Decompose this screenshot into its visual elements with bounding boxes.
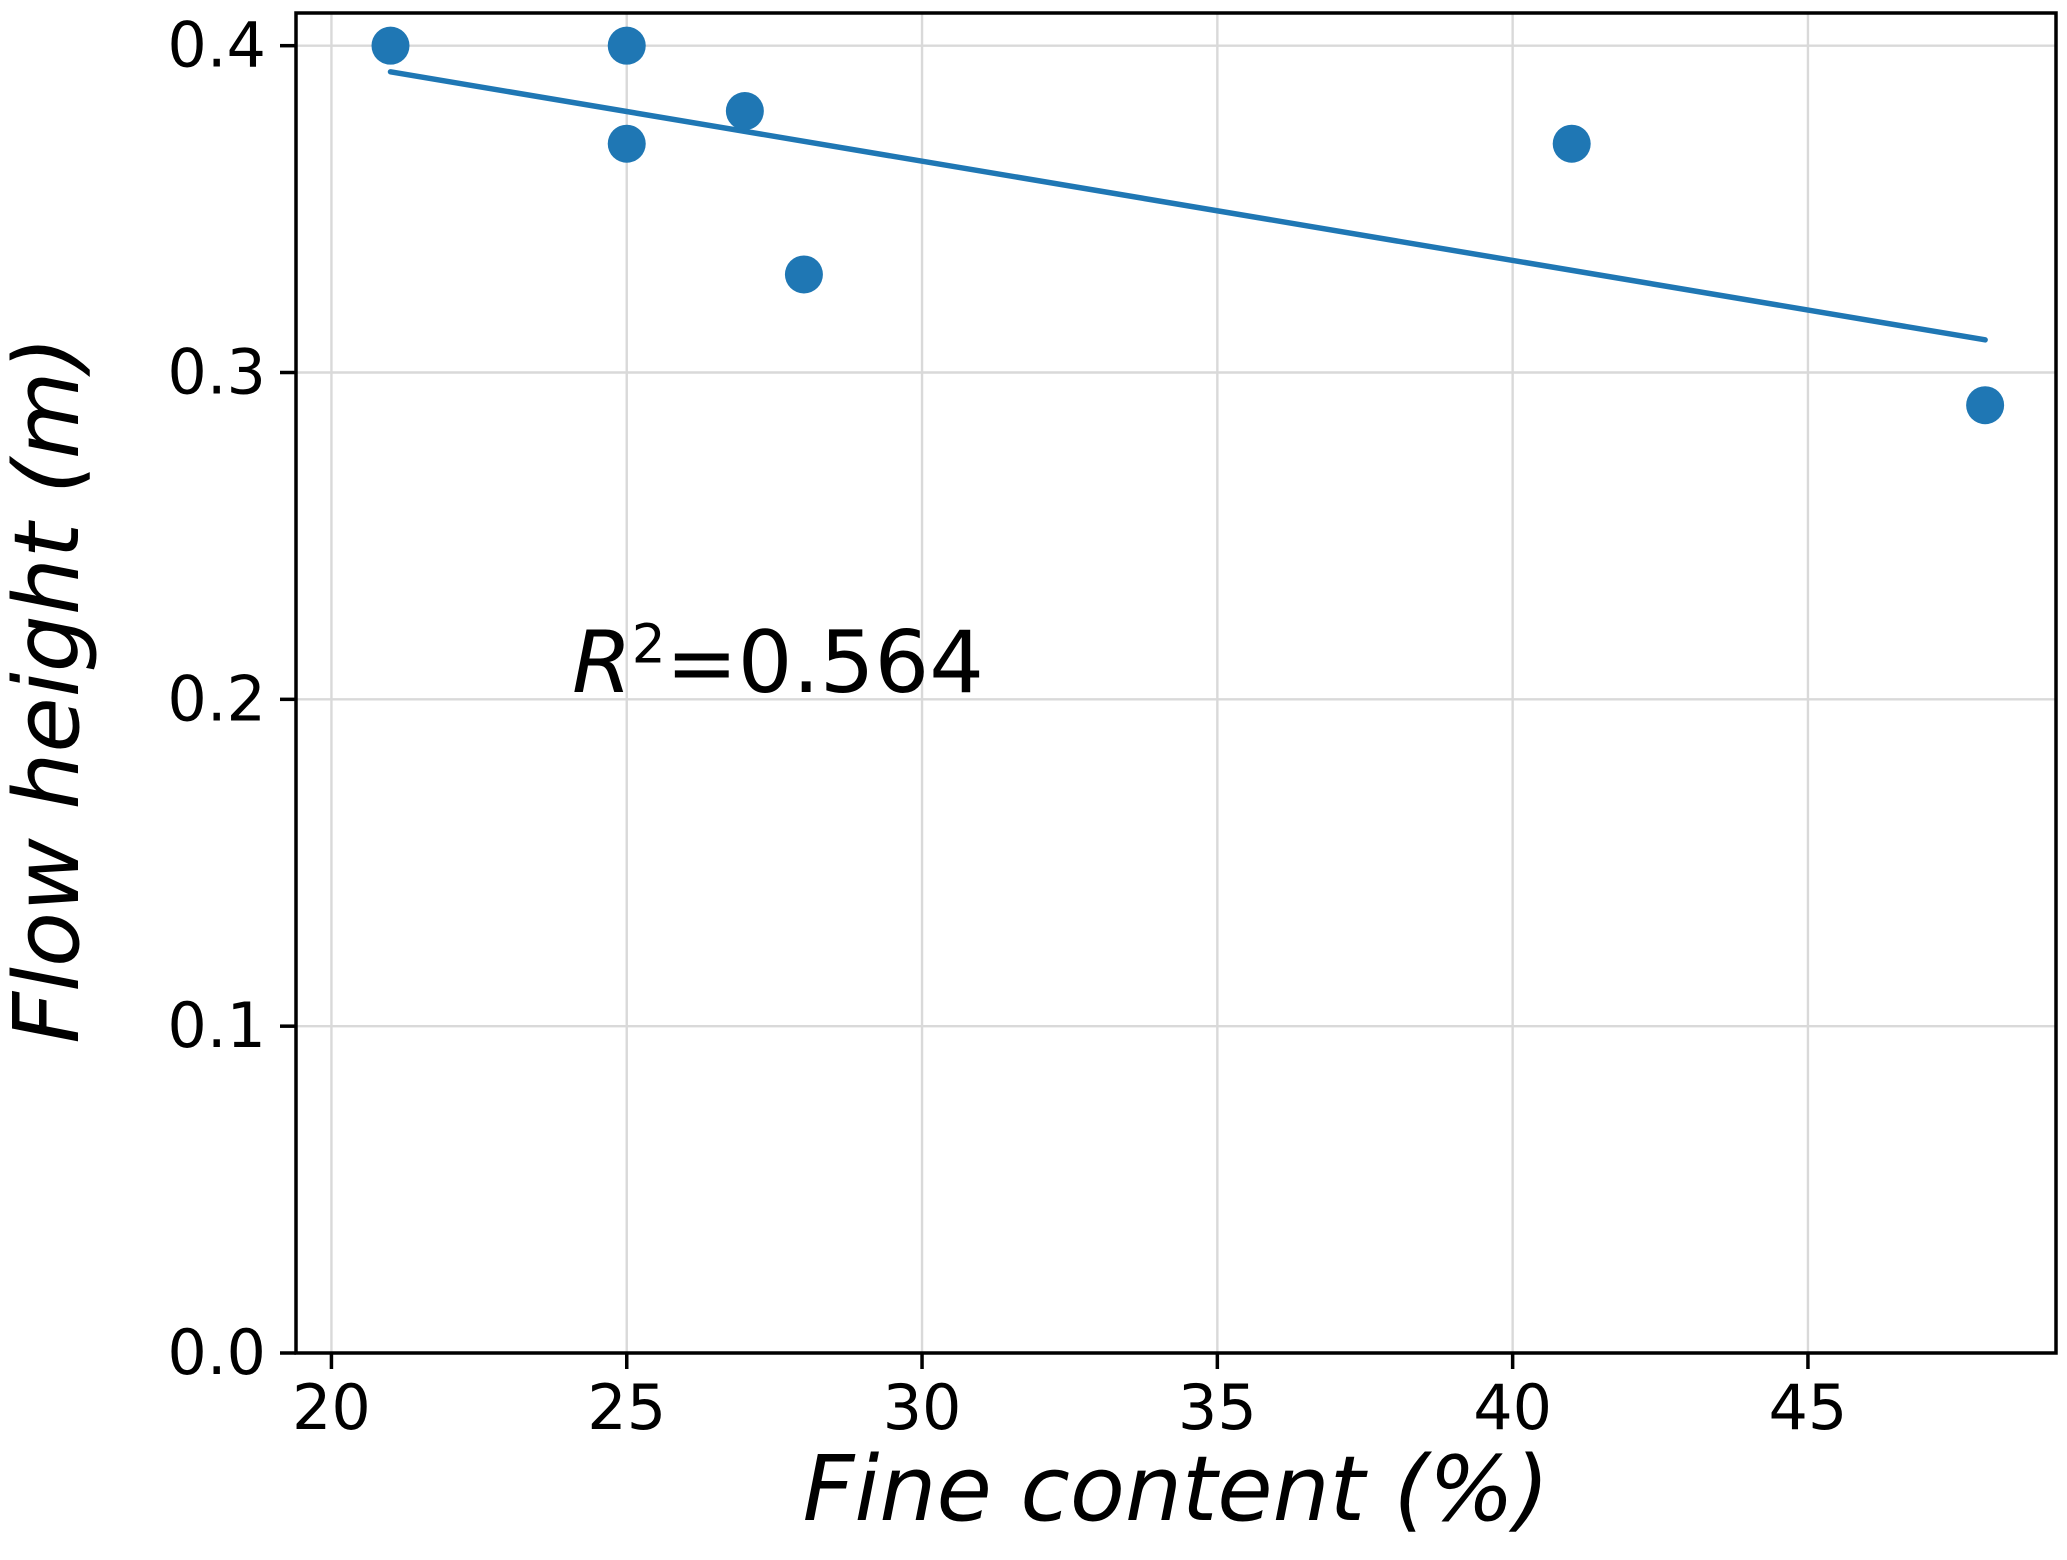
x-tick-label: 45 (1768, 1371, 1847, 1444)
r-squared-value: =0.564 (665, 613, 984, 713)
data-point (784, 255, 823, 294)
data-point (725, 92, 764, 131)
y-tick-label: 0.3 (167, 336, 266, 409)
x-tick-label: 40 (1473, 1371, 1552, 1444)
r-squared-annotation: R2=0.564 (572, 618, 984, 706)
y-axis-label: Flow height (m) (0, 336, 100, 1044)
x-tick-label: 35 (1178, 1371, 1257, 1444)
data-point (1552, 124, 1591, 163)
r-squared-variable: R (572, 613, 632, 713)
data-point (607, 124, 646, 163)
trend-line (387, 69, 1988, 343)
data-point (607, 26, 646, 65)
x-tick-label: 20 (292, 1371, 371, 1444)
y-tick-label: 0.2 (167, 662, 266, 735)
y-tick-label: 0.1 (167, 989, 266, 1062)
y-tick-label: 0.4 (167, 9, 266, 82)
x-tick-label: 25 (587, 1371, 666, 1444)
x-tick-label: 30 (883, 1371, 962, 1444)
data-point (1966, 386, 2005, 425)
y-tick-label: 0.0 (167, 1316, 266, 1389)
data-point (371, 26, 410, 65)
r-squared-exponent: 2 (631, 613, 666, 676)
plot-border (294, 11, 2058, 1355)
x-axis-label: Fine content (%) (802, 1437, 1550, 1542)
